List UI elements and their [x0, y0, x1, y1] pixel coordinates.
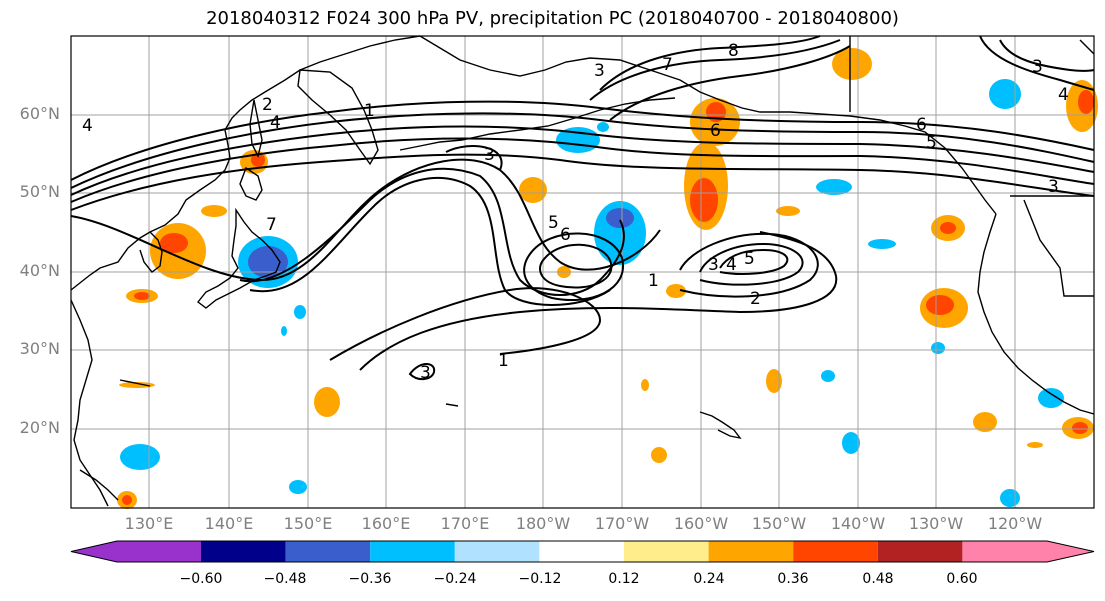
lon-label: 160°W [673, 514, 729, 533]
contour-label: 5 [548, 213, 559, 233]
negative-anomaly-shading [120, 79, 1064, 507]
lon-label: 170°W [594, 514, 650, 533]
lon-label: 140°W [830, 514, 886, 533]
colorbar-segment [117, 541, 201, 562]
colorbar-tick-label: 0.12 [608, 571, 640, 587]
contour-label: 2 [750, 289, 761, 309]
colorbar-tick-label: 0.60 [946, 571, 978, 587]
contour-label: 3 [594, 61, 605, 81]
colorbar-tick-label: −0.24 [433, 571, 477, 587]
contour-label: 3 [420, 363, 431, 383]
map-title: 2018040312 F024 300 hPa PV, precipitatio… [206, 8, 899, 29]
lon-label: 130°W [908, 514, 964, 533]
colorbar-tick-label: 0.48 [862, 571, 894, 587]
lat-label: 20°N [19, 418, 60, 437]
colorbar-segment [624, 541, 709, 562]
contour-label: 6 [710, 121, 721, 141]
colorbar-tick-label: −0.48 [263, 571, 307, 587]
colorbar-extend-low [71, 541, 117, 562]
contour-label: 3 [484, 145, 495, 165]
contour-label: 3 [708, 255, 719, 275]
contour-label: 7 [662, 55, 673, 75]
colorbar-tick-label: −0.36 [348, 571, 392, 587]
lat-label: 40°N [19, 261, 60, 280]
lat-label: 30°N [19, 339, 60, 358]
contour-label: 8 [728, 41, 739, 61]
contour-labels: 4 2 4 1 3 5 6 1 3 4 5 2 3 1 7 8 7 3 6 6 … [82, 41, 1069, 383]
colorbar-tick-label: −0.12 [518, 571, 562, 587]
contour-label: 1 [498, 351, 509, 371]
contour-label: 4 [1058, 85, 1069, 105]
contour-label: 4 [82, 116, 93, 136]
lon-label: 160°E [361, 514, 411, 533]
contour-label: 7 [266, 215, 277, 235]
contour-label: 1 [364, 101, 375, 121]
colorbar-outline [70, 540, 1095, 563]
contour-label: 4 [726, 255, 737, 275]
contour-label: 6 [916, 115, 927, 135]
contour-label: 2 [262, 95, 273, 115]
colorbar-segment [454, 541, 540, 562]
lat-label: 50°N [19, 182, 60, 201]
colorbar-tick-label: 0.24 [693, 571, 725, 587]
colorbar-segment [793, 541, 878, 562]
lon-label: 180°W [515, 514, 571, 533]
lat-label: 60°N [19, 104, 60, 123]
colorbar [70, 540, 1095, 563]
colorbar-tick-label: −0.60 [179, 571, 223, 587]
map-frame [70, 35, 1095, 509]
lon-label: 150°E [283, 514, 333, 533]
contour-label: 3 [1032, 57, 1043, 77]
contour-label: 3 [1048, 177, 1059, 197]
lon-label: 140°E [204, 514, 254, 533]
lon-label: 130°E [124, 514, 174, 533]
lon-label: 150°W [751, 514, 807, 533]
pv-contours [70, 35, 1095, 380]
colorbar-segment [708, 541, 794, 562]
contour-label: 5 [926, 133, 937, 153]
colorbar-segment [877, 541, 963, 562]
colorbar-segment [285, 541, 371, 562]
lon-label: 120°W [987, 514, 1043, 533]
colorbar-segment [539, 541, 624, 562]
contour-label: 4 [270, 113, 281, 133]
coastlines [70, 35, 1095, 507]
positive-anomaly-shading [117, 48, 1098, 509]
colorbar-extend-high [1047, 541, 1094, 562]
colorbar-segment [201, 541, 286, 562]
contour-label: 5 [744, 249, 755, 269]
lon-label: 170°E [440, 514, 490, 533]
contour-label: 1 [648, 271, 659, 291]
colorbar-segment [370, 541, 455, 562]
colorbar-segment [962, 541, 1047, 562]
colorbar-tick-label: 0.36 [777, 571, 809, 587]
contour-label: 6 [560, 225, 571, 245]
